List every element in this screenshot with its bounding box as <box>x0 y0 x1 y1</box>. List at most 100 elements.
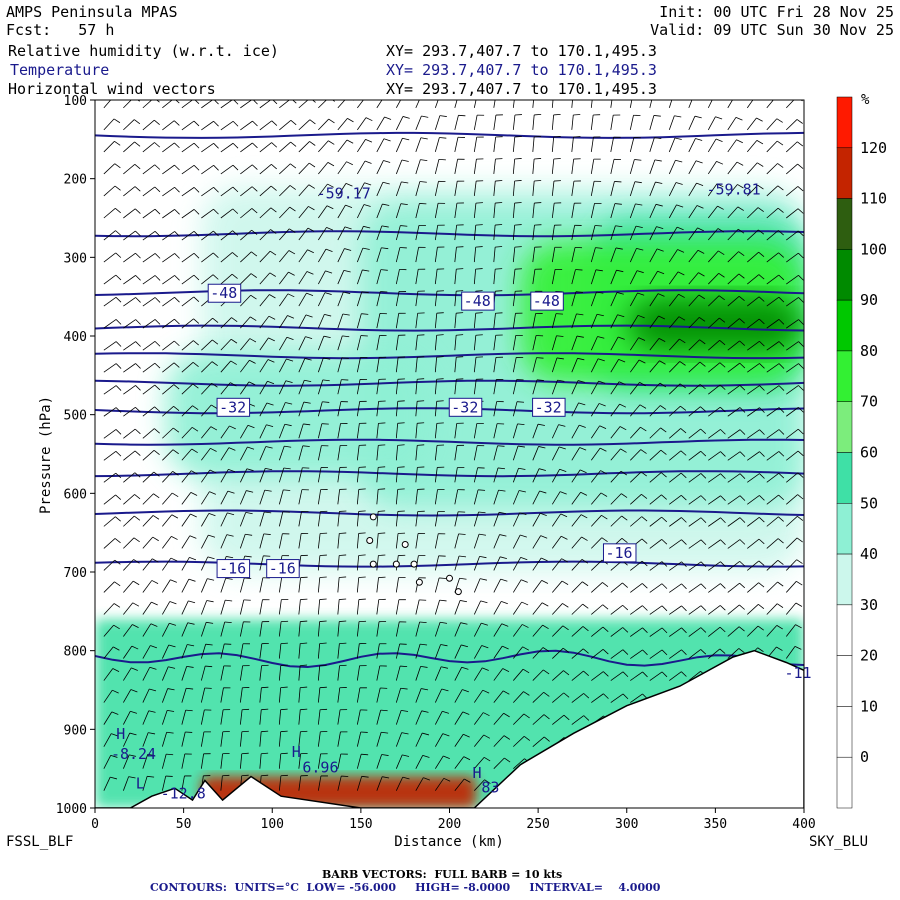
wind-barb <box>747 340 760 351</box>
wind-barb-flag <box>261 774 269 777</box>
wind-barb <box>727 161 738 175</box>
wind-barb <box>220 731 224 747</box>
wind-barb-flag <box>401 732 409 735</box>
wind-barb <box>786 252 799 263</box>
wind-barb <box>298 577 301 593</box>
wind-barb-flag <box>190 491 198 496</box>
wind-barb-flag <box>319 642 327 644</box>
wind-barb <box>259 142 272 153</box>
wind-barb <box>337 292 344 307</box>
wind-barb <box>591 626 604 637</box>
wind-barb-flag <box>397 422 405 424</box>
wind-barb <box>376 269 382 285</box>
wind-barb <box>337 248 345 263</box>
wind-barb <box>395 401 399 417</box>
wind-barb-flag <box>422 94 429 96</box>
wind-barb-flag <box>115 208 121 214</box>
wind-barb <box>571 648 584 659</box>
wind-barb-flag <box>213 100 219 105</box>
wind-barb <box>356 467 360 483</box>
wind-barb-flag <box>757 647 764 652</box>
wind-barb <box>395 357 399 373</box>
wind-barb <box>376 754 383 769</box>
wind-barb <box>532 247 536 263</box>
wind-barb <box>200 687 206 703</box>
wind-barb <box>395 599 400 615</box>
wind-barb <box>181 448 193 461</box>
wind-barb-flag <box>697 227 704 232</box>
wind-barb-flag <box>280 686 288 689</box>
wind-barb <box>473 689 484 703</box>
wind-barb <box>629 203 636 219</box>
wind-barb <box>707 273 720 285</box>
wind-barb-flag <box>228 468 236 473</box>
wind-barb-flag <box>346 161 353 166</box>
wind-barb-flag <box>640 449 647 454</box>
contour-label-box <box>532 397 566 417</box>
wind-barb <box>649 159 656 175</box>
wind-barb <box>357 100 364 109</box>
wind-barb <box>220 534 228 549</box>
wind-barb-flag <box>543 669 550 675</box>
wind-barb <box>688 227 698 241</box>
wind-barb <box>707 100 713 109</box>
wind-barb-flag <box>193 252 200 259</box>
wind-barb <box>142 100 153 109</box>
wind-barb-flag <box>758 604 765 609</box>
wind-barb-flag <box>522 646 529 651</box>
wind-barb <box>512 136 516 152</box>
wind-barb <box>298 533 302 549</box>
x-axis-label: Distance (km) <box>394 834 504 850</box>
wind-barb <box>123 341 136 351</box>
wind-barb <box>279 120 292 131</box>
wind-barb <box>181 405 193 417</box>
wind-barb-flag <box>441 666 449 669</box>
wind-barb <box>766 363 780 373</box>
colorbar-label: 60 <box>860 444 878 462</box>
wind-barb-flag <box>241 774 249 777</box>
wind-barb <box>259 446 267 461</box>
wind-barb-flag <box>131 645 139 650</box>
wind-barb-flag <box>681 539 687 545</box>
wind-barb <box>473 556 480 571</box>
wind-barb <box>279 163 291 175</box>
wind-barb <box>571 603 583 615</box>
y-axis-label: Pressure (hPa) <box>38 396 54 514</box>
wind-barb <box>473 645 483 659</box>
wind-barb <box>162 209 175 219</box>
wind-barb <box>123 208 136 219</box>
wind-barb <box>259 490 266 505</box>
wind-barb <box>707 228 719 241</box>
wind-barb <box>512 313 516 329</box>
wind-barb-flag <box>402 776 410 780</box>
wind-barb-flag <box>403 95 410 97</box>
wind-barb <box>415 181 421 197</box>
wind-barb-flag <box>420 159 428 161</box>
wind-barb <box>356 401 361 417</box>
wind-barb-flag <box>518 467 526 470</box>
wind-barb-flag <box>417 378 425 380</box>
wind-barb-flag <box>483 734 491 739</box>
wind-barb-flag <box>154 384 161 391</box>
wind-barb-flag <box>284 423 292 427</box>
wind-barb <box>649 671 663 681</box>
wind-barb-flag <box>193 120 200 127</box>
wind-barb-flag <box>323 335 331 338</box>
wind-barb-flag <box>266 424 274 428</box>
wind-barb <box>142 341 156 351</box>
wind-barb-flag <box>443 755 450 759</box>
wind-barb <box>103 494 116 505</box>
wind-barb-flag <box>209 469 217 474</box>
wind-barb <box>220 142 234 153</box>
wind-barb-flag <box>250 316 257 321</box>
wind-barb-flag <box>504 757 511 763</box>
wind-barb <box>629 181 636 197</box>
wind-barb <box>317 511 321 527</box>
wind-barb <box>454 533 459 549</box>
wind-barb <box>590 247 596 263</box>
wind-barb <box>786 274 799 285</box>
wind-barb <box>181 209 195 219</box>
wind-barb <box>181 274 195 285</box>
wind-barb <box>551 269 556 285</box>
